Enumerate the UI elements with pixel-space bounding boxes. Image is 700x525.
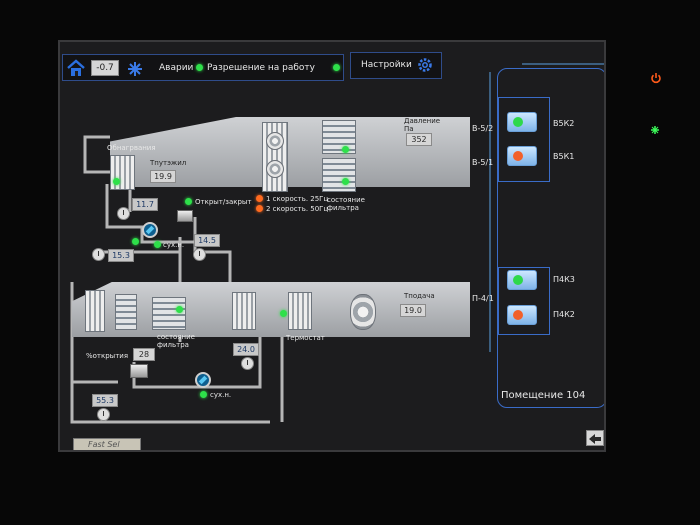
- heater-panel: [110, 155, 135, 190]
- supply-filter-lower: [322, 158, 356, 192]
- water-temp3-gauge: [92, 248, 105, 261]
- heater-temp-label: Тпутэжил: [150, 159, 187, 167]
- pressure-label-line1: Давление: [404, 117, 441, 125]
- water-temp2-value: 14.5: [194, 234, 220, 247]
- valve-v5k1-state-icon: [513, 151, 523, 161]
- exhaust-pump-indicator: [200, 391, 207, 398]
- alarms-indicator: [196, 64, 203, 71]
- supply-fan-lower: [266, 160, 284, 178]
- exhaust-cooler: [288, 292, 312, 330]
- valve-p4k2-label: П4К2: [553, 310, 575, 319]
- fast-sel-label[interactable]: Fast Sel: [88, 440, 120, 449]
- valve-panel-inner-bottom: [498, 267, 550, 335]
- supply-filter-upper: [322, 120, 356, 154]
- exhaust-water-temp-gauge: [241, 357, 254, 370]
- supply-pump: [142, 222, 158, 238]
- thermostat-label: Термостат: [286, 334, 325, 342]
- speed1-label: 1 скорость. 25Гц: [266, 195, 329, 203]
- status-led-icon: [651, 119, 659, 134]
- valve-v5k2[interactable]: [507, 112, 537, 132]
- gear-icon[interactable]: [416, 56, 434, 74]
- water-temp1-value: 11.7: [132, 198, 158, 211]
- heater-temp-value: 19.9: [150, 170, 176, 183]
- valve-p4k3[interactable]: [507, 270, 537, 290]
- power-icon[interactable]: [650, 69, 662, 84]
- exhaust-water-temp-low-gauge: [97, 408, 110, 421]
- supply-fan-upper: [266, 132, 284, 150]
- exhaust-heater: [232, 292, 256, 330]
- thermostat-indicator: [280, 310, 287, 317]
- pump1-open-indicator: [132, 238, 139, 245]
- valve-p4k3-state-icon: [513, 275, 523, 285]
- fan-v51-label: В-5/1: [472, 158, 494, 167]
- supply-pump-label: сух.н.: [163, 241, 185, 249]
- exhaust-pump-label: сух.н.: [210, 391, 232, 399]
- setpoint-value: 19.0: [400, 304, 426, 317]
- valve-panel-frame: [497, 68, 604, 408]
- valve-v5k2-state-icon: [513, 117, 523, 127]
- valve-v5k1-label: В5К1: [553, 152, 575, 161]
- room-label: Помещение 104: [501, 390, 586, 401]
- pressure-value: 352: [406, 133, 432, 146]
- exhaust-fan: [350, 294, 376, 330]
- settings-label[interactable]: Настройки: [361, 60, 412, 70]
- back-arrow-icon[interactable]: [586, 430, 604, 446]
- speed2-label: 2 скорость. 50Гц: [266, 205, 329, 213]
- exhaust-water-temp-value: 24.0: [233, 343, 259, 356]
- exhaust-filter-2: [152, 297, 186, 330]
- water-temp2-gauge: [193, 248, 206, 261]
- permission-label[interactable]: Разрешение на работу: [207, 63, 315, 73]
- snowflake-icon: [127, 61, 143, 77]
- valve-v5k2-label: В5К2: [553, 119, 575, 128]
- hmi-screen: -0.7 Аварии Разрешение на работу Настрой…: [58, 40, 606, 452]
- heater-indicator: [113, 178, 120, 185]
- supply-filter-lower-indicator: [342, 178, 349, 185]
- exhaust-valve-actuator: [130, 364, 148, 378]
- speed2-indicator: [256, 205, 263, 212]
- exhaust-filter-indicator: [176, 306, 183, 313]
- water-temp1-gauge: [117, 207, 130, 220]
- speed1-indicator: [256, 195, 263, 202]
- exhaust-filter-1: [115, 294, 137, 330]
- valve-p4k2-state-icon: [513, 310, 523, 320]
- fan-v52-label: В-5/2: [472, 124, 494, 133]
- exhaust-pump: [195, 372, 211, 388]
- water-temp3-value: 15.3: [108, 249, 134, 262]
- permission-indicator: [333, 64, 340, 71]
- fast-sel-button[interactable]: [73, 438, 141, 450]
- valve-p4k3-label: П4К3: [553, 275, 575, 284]
- open-close-indicator: [185, 198, 192, 205]
- supply-filter-state-line1: состояние: [327, 196, 365, 204]
- valve-p4k2[interactable]: [507, 305, 537, 325]
- home-icon[interactable]: [66, 58, 86, 78]
- supply-filter-state-line2: фильтра: [327, 204, 359, 212]
- open-percent-value: 28: [133, 348, 155, 361]
- supply-valve-actuator: [177, 210, 193, 222]
- exhaust-filter-state-line2: фильтра: [157, 341, 189, 349]
- exhaust-water-temp-low-value: 55.3: [92, 394, 118, 407]
- open-close-label: Открыт/закрыт: [195, 198, 252, 206]
- exhaust-damper: [85, 290, 105, 332]
- heater-label: Обнагрвания: [107, 144, 156, 152]
- outdoor-temp-value: -0.7: [91, 60, 119, 76]
- supply-filter-upper-indicator: [342, 146, 349, 153]
- valve-panel-inner-top: [498, 97, 550, 182]
- exhaust-unit-label: П-4/1: [472, 294, 494, 303]
- exhaust-filter-state-line1: состояние: [157, 333, 195, 341]
- alarms-label[interactable]: Аварии: [159, 63, 194, 73]
- valve-v5k1[interactable]: [507, 146, 537, 166]
- open-percent-label: %открытия: [86, 352, 129, 360]
- setpoint-label: Тподача: [404, 292, 435, 300]
- pressure-label-line2: Па: [404, 125, 414, 133]
- pump1-indicator: [154, 241, 161, 248]
